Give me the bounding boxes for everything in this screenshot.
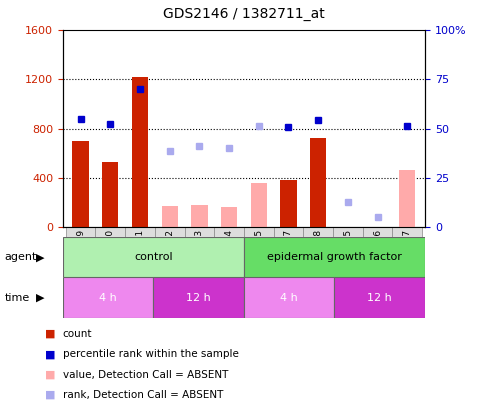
Bar (335, 277, 425, 318)
FancyBboxPatch shape (125, 227, 155, 313)
Bar (191, 205, 208, 227)
FancyBboxPatch shape (273, 227, 303, 313)
Bar (154, 277, 244, 318)
Text: ■: ■ (45, 350, 56, 359)
Text: GSM75268: GSM75268 (313, 229, 323, 278)
FancyBboxPatch shape (303, 227, 333, 313)
Text: 12 h: 12 h (368, 293, 392, 303)
Text: GSM75275: GSM75275 (343, 229, 352, 278)
FancyBboxPatch shape (66, 227, 96, 313)
Text: time: time (5, 293, 30, 303)
Text: GSM75265: GSM75265 (254, 229, 263, 278)
Text: ▶: ▶ (36, 293, 45, 303)
Text: 4 h: 4 h (99, 293, 117, 303)
Text: rank, Detection Call = ABSENT: rank, Detection Call = ABSENT (63, 390, 223, 400)
Bar (161, 206, 178, 227)
Text: GSM75272: GSM75272 (165, 229, 174, 278)
Bar (399, 171, 415, 227)
FancyBboxPatch shape (214, 227, 244, 313)
Text: GSM75269: GSM75269 (76, 229, 85, 278)
FancyBboxPatch shape (392, 227, 422, 313)
Text: ▶: ▶ (36, 252, 45, 262)
Text: count: count (63, 329, 92, 339)
Text: agent: agent (5, 252, 37, 262)
FancyBboxPatch shape (185, 227, 214, 313)
Text: value, Detection Call = ABSENT: value, Detection Call = ABSENT (63, 370, 228, 379)
Bar (72, 141, 89, 227)
FancyBboxPatch shape (155, 227, 185, 313)
Bar (244, 237, 425, 277)
Bar (132, 77, 148, 227)
Text: GSM75274: GSM75274 (225, 229, 234, 278)
Text: ■: ■ (45, 329, 56, 339)
FancyBboxPatch shape (96, 227, 125, 313)
Bar (63, 237, 244, 277)
Text: GSM75277: GSM75277 (403, 229, 412, 278)
Text: 4 h: 4 h (280, 293, 298, 303)
Bar (280, 180, 297, 227)
Text: control: control (134, 252, 172, 262)
Text: GSM75271: GSM75271 (136, 229, 144, 278)
Text: GDS2146 / 1382711_at: GDS2146 / 1382711_at (163, 7, 325, 21)
Text: percentile rank within the sample: percentile rank within the sample (63, 350, 239, 359)
Text: 12 h: 12 h (186, 293, 211, 303)
Text: GSM75276: GSM75276 (373, 229, 382, 278)
Bar (244, 277, 334, 318)
Bar (310, 139, 327, 227)
Text: GSM75273: GSM75273 (195, 229, 204, 278)
Text: GSM75270: GSM75270 (106, 229, 115, 278)
FancyBboxPatch shape (363, 227, 392, 313)
Text: GSM75267: GSM75267 (284, 229, 293, 278)
Text: epidermal growth factor: epidermal growth factor (267, 252, 402, 262)
FancyBboxPatch shape (333, 227, 363, 313)
Bar (221, 207, 237, 227)
Text: ■: ■ (45, 370, 56, 379)
Bar (251, 183, 267, 227)
Bar (63, 277, 154, 318)
FancyBboxPatch shape (244, 227, 273, 313)
Bar (102, 162, 118, 227)
Text: ■: ■ (45, 390, 56, 400)
